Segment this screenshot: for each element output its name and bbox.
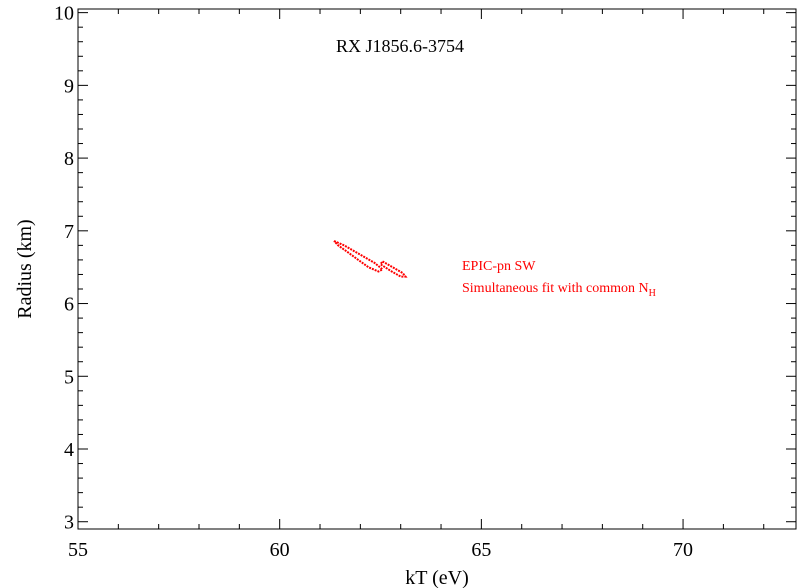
chart-title: RX J1856.6-3754: [336, 36, 464, 56]
y-tick-labels: 3 4 5 6 7 8 9 10: [54, 3, 74, 534]
confidence-contour: [379, 260, 408, 278]
y-tick-label: 6: [64, 294, 74, 316]
plot-frame: [77, 8, 797, 530]
confidence-contours: [333, 240, 408, 278]
x-tick-label: 65: [471, 539, 491, 561]
annotation-fit-subscript: H: [649, 288, 656, 299]
y-tick-label: 5: [64, 366, 74, 388]
y-tick-label: 10: [54, 3, 74, 25]
y-tick-label: 4: [64, 439, 74, 461]
y-axis-title: Radius (km): [14, 219, 36, 318]
y-tick-label: 3: [64, 512, 74, 534]
confidence-contour: [333, 240, 385, 273]
annotation-fit-text: Simultaneous fit with common N: [462, 281, 649, 296]
annotation-instrument: EPIC-pn SW: [462, 259, 536, 274]
y-tick-label: 8: [64, 148, 74, 170]
x-tick-label: 60: [270, 539, 290, 561]
y-tick-label: 9: [64, 75, 74, 97]
x-axis-title: kT (eV): [405, 567, 469, 588]
x-tick-labels: 55 60 65 70: [68, 539, 693, 561]
axis-ticks: [77, 9, 796, 529]
x-tick-label: 55: [68, 539, 88, 561]
y-tick-label: 7: [64, 221, 74, 243]
annotation-fit: Simultaneous fit with common NH: [462, 281, 656, 299]
x-tick-label: 70: [673, 539, 693, 561]
